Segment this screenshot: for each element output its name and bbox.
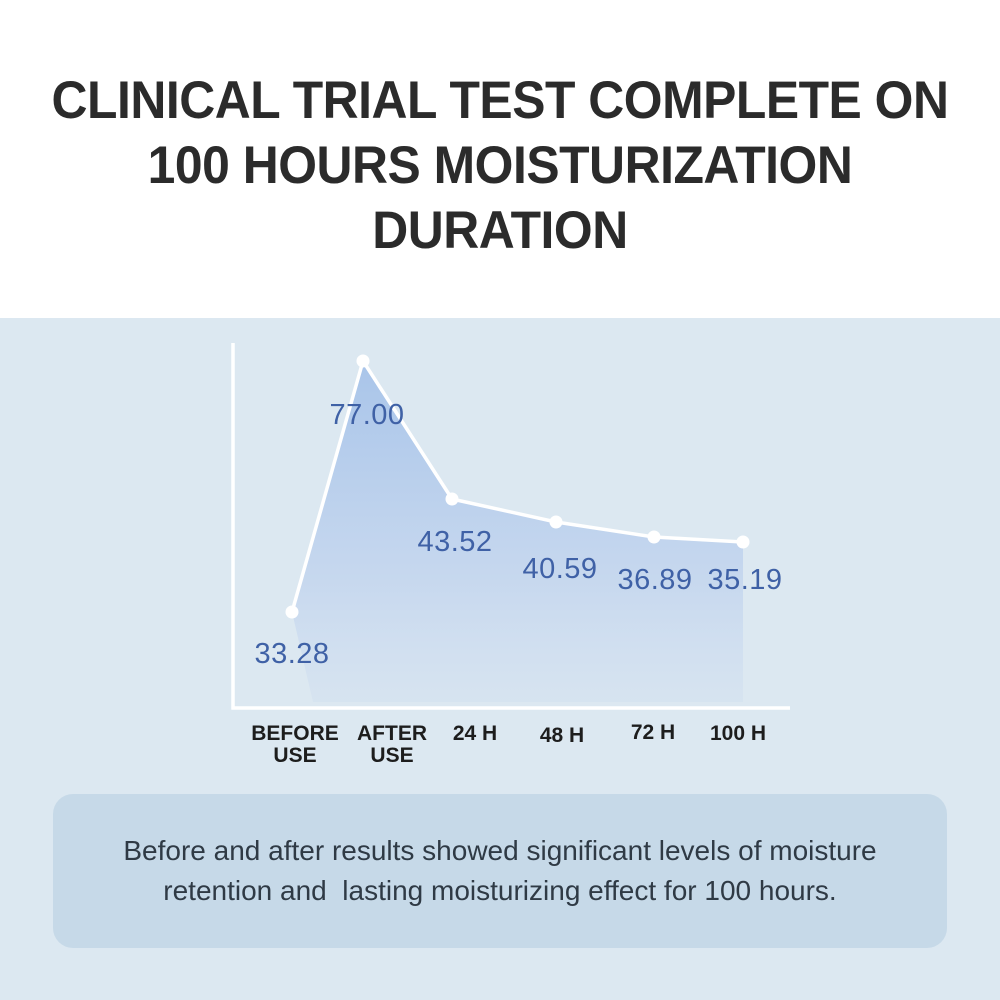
value-label-after-use: 77.00 <box>329 399 404 431</box>
x-tick-48h: 48 H <box>539 724 585 747</box>
title-line-1: CLINICAL TRIAL TEST COMPLETE ON <box>51 71 949 130</box>
title-line-2: 100 HOURS MOISTURIZATION <box>147 136 853 195</box>
data-point-after-use <box>356 354 370 368</box>
area-fill <box>292 361 743 702</box>
title-line-3: DURATION <box>372 201 628 260</box>
trend-line <box>290 359 745 614</box>
data-point-48h <box>549 515 563 529</box>
data-point-24h <box>445 492 459 506</box>
x-tick-after-use: AFTER USE <box>357 722 427 767</box>
value-label-72h: 36.89 <box>617 564 692 596</box>
data-point-before-use <box>285 605 299 619</box>
x-tick-72h: 72 H <box>630 721 676 744</box>
x-tick-24h: 24 H <box>452 722 498 745</box>
summary-text: Before and after results showed signific… <box>123 835 877 906</box>
summary-card: Before and after results showed signific… <box>53 794 947 948</box>
moisture-chart: 33.28 77.00 43.52 40.59 36.89 35.19 <box>231 343 790 710</box>
value-label-before-use: 33.28 <box>254 638 329 670</box>
x-tick-before-use: BEFORE USE <box>251 722 339 767</box>
value-label-48h: 40.59 <box>522 553 597 585</box>
data-point-100h <box>736 535 750 549</box>
x-tick-100h: 100 H <box>709 722 767 745</box>
page-title: CLINICAL TRIAL TEST COMPLETE ON 100 HOUR… <box>30 68 970 263</box>
value-label-100h: 35.19 <box>707 564 782 596</box>
data-point-72h <box>647 530 661 544</box>
value-label-24h: 43.52 <box>417 526 492 558</box>
